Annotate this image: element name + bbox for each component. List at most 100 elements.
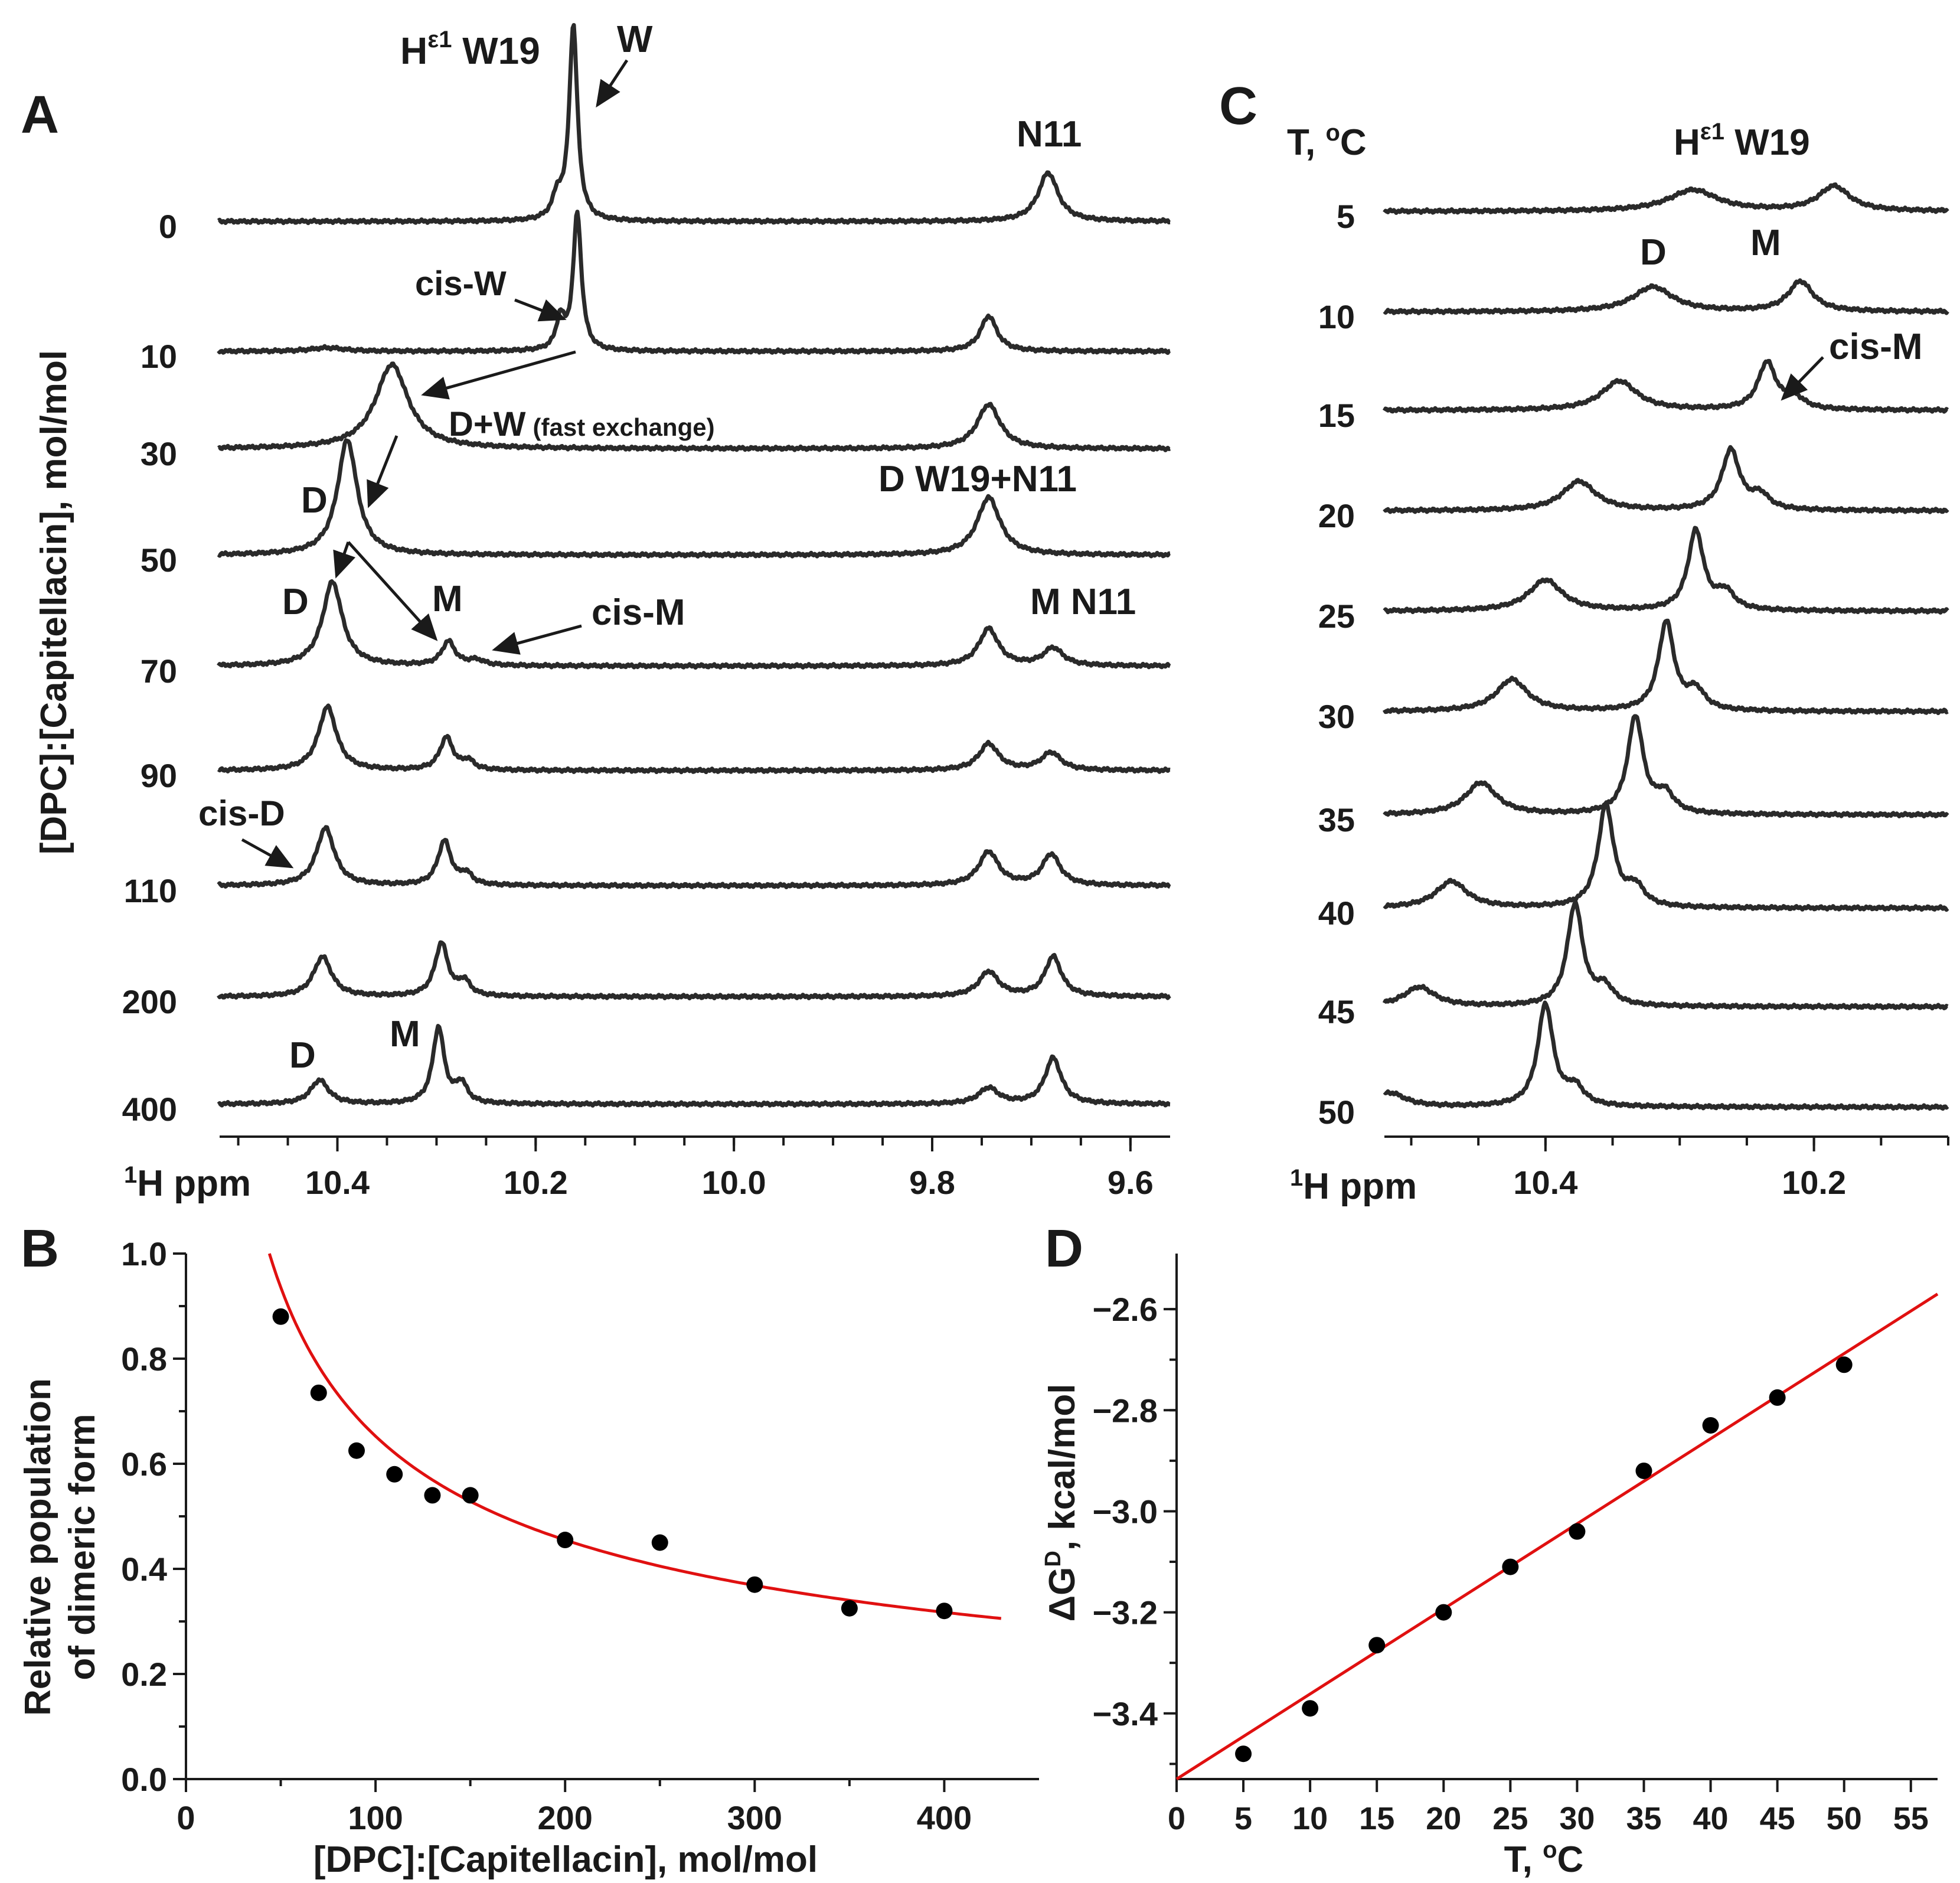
panel-c-trace-label-45: 45 xyxy=(1318,993,1355,1030)
panel-b-point xyxy=(651,1534,668,1551)
panel-d-point xyxy=(1368,1637,1386,1654)
panel-d-point xyxy=(1435,1604,1452,1621)
panel-c-trace-label-35: 35 xyxy=(1318,801,1355,838)
annot-cis-w: cis-W xyxy=(415,265,507,303)
panel-b-y-tick-label: 0.6 xyxy=(121,1445,167,1483)
panel-a-x-tick-label: 10.2 xyxy=(504,1164,568,1201)
panel-c-x-tick-label: 10.2 xyxy=(1782,1164,1846,1201)
annot-c-he1-main: H xyxy=(1674,122,1700,163)
panel-c-letter: C xyxy=(1219,77,1257,136)
panel-a-xlabel: 1H ppm xyxy=(124,1162,251,1204)
panel-a-trace-90 xyxy=(217,703,1171,775)
panel-a-x-tick-label: 10.4 xyxy=(305,1164,370,1201)
panel-b-fit-curve xyxy=(267,1253,1002,1620)
panel-d-x-tick-label: 5 xyxy=(1234,1801,1252,1836)
panel-b-x-tick-label: 0 xyxy=(177,1799,195,1836)
panel-d-x-tick-label: 30 xyxy=(1559,1801,1595,1836)
annot-w: W xyxy=(617,18,653,60)
arrow-cis-d xyxy=(241,838,294,869)
panel-b-point xyxy=(272,1308,289,1325)
panel-c-title-sup: o xyxy=(1325,120,1340,146)
panel-c-xlabel-text: H ppm xyxy=(1303,1166,1417,1207)
panel-a-x-tick-label: 9.8 xyxy=(909,1164,955,1201)
panel-a-trace-50 xyxy=(217,438,1171,559)
panel-a-xlabel-text: H ppm xyxy=(137,1163,251,1204)
panel-a-letter: A xyxy=(21,86,59,145)
panel-c-traces xyxy=(1382,182,1949,1111)
panel-a-trace-label-70: 70 xyxy=(141,652,177,690)
panel-c-trace-15 xyxy=(1382,358,1949,414)
annot-m-70: M xyxy=(432,579,463,619)
panel-c-trace-20 xyxy=(1383,445,1949,514)
arrow-d-to-m70 xyxy=(347,541,438,641)
panel-d-point xyxy=(1569,1523,1586,1540)
panel-b-y-tick-label: 0.2 xyxy=(121,1656,167,1693)
panel-b-point xyxy=(424,1487,441,1504)
panel-a: A [DPC]:[Capitellacin], mol/mol 0 10 30 50 7… xyxy=(21,18,1171,1204)
panel-a-trace-label-200: 200 xyxy=(122,983,177,1020)
panel-c-trace-35 xyxy=(1383,714,1949,819)
panel-b-point xyxy=(557,1532,574,1549)
panel-b-y-tick-label: 0.0 xyxy=(121,1761,167,1798)
arrow-dw-to-d xyxy=(367,435,398,508)
panel-b-xlabel: [DPC]:[Capitellacin], mol/mol xyxy=(313,1839,818,1880)
panel-b-point xyxy=(462,1487,479,1504)
panel-a-trace-0 xyxy=(217,23,1171,226)
panel-d-point xyxy=(1835,1356,1853,1373)
panel-c-trace-label-50: 50 xyxy=(1318,1094,1355,1131)
panel-a-trace-70 xyxy=(217,579,1171,670)
panel-d-ylabel-rest: , kcal/mol xyxy=(1042,1384,1083,1551)
panel-d-x-tick-label: 10 xyxy=(1292,1801,1328,1836)
panel-b-x-tick-label: 100 xyxy=(348,1799,403,1836)
panel-a-trace-label-400: 400 xyxy=(122,1091,177,1128)
panel-b-x-tick-label: 300 xyxy=(727,1799,782,1836)
panel-a-trace-label-0: 0 xyxy=(159,208,177,245)
panel-a-traces xyxy=(217,23,1171,1108)
annot-d-w19-n11: D W19+N11 xyxy=(878,459,1077,500)
panel-b-point xyxy=(348,1442,365,1459)
panel-a-trace-10 xyxy=(217,210,1171,355)
panel-d-y-tick-label: −2.6 xyxy=(1092,1291,1158,1328)
panel-a-trace-label-30: 30 xyxy=(141,435,177,472)
panel-c-trace-labels: 5 10 15 20 25 30 35 40 45 50 xyxy=(1318,198,1355,1131)
annot-m-n11: M N11 xyxy=(1030,582,1136,622)
annot-c-cis-m: cis-M xyxy=(1829,327,1922,367)
panel-c-title-suffix: C xyxy=(1340,122,1367,163)
panel-d-point xyxy=(1502,1558,1519,1575)
panel-c-xlabel-sup: 1 xyxy=(1290,1165,1303,1191)
panel-d-fit-line xyxy=(1175,1293,1939,1781)
panel-b-letter: B xyxy=(21,1219,59,1278)
panel-b-data-points xyxy=(272,1308,953,1620)
panel-c-trace-label-5: 5 xyxy=(1337,198,1355,235)
panel-b-axes: 0 100 200 300 400 0.0 0.2 0.4 0.6 0.8 1.0 xyxy=(121,1235,1039,1836)
panel-d-xlabel-sup: o xyxy=(1543,1837,1557,1863)
arrow-c-cis-m xyxy=(1781,356,1824,401)
panel-c-trace-label-15: 15 xyxy=(1318,397,1355,434)
panel-d-ylabel-main: ΔG xyxy=(1042,1567,1083,1622)
panel-c-title: T, oC xyxy=(1287,120,1367,163)
panel-d-point xyxy=(1702,1417,1719,1434)
panel-c-x-tick-label: 10.4 xyxy=(1513,1164,1577,1201)
panel-d-data-points xyxy=(1235,1356,1853,1763)
panel-c-xlabel: 1H ppm xyxy=(1290,1165,1417,1207)
panel-d-y-tick-label: −2.8 xyxy=(1092,1392,1158,1429)
panel-c-trace-50 xyxy=(1383,1000,1949,1111)
panel-d-point xyxy=(1235,1745,1252,1763)
panel-c-trace-30 xyxy=(1382,618,1949,716)
panel-c-trace-25 xyxy=(1383,526,1949,615)
panel-b-y-tick-label: 1.0 xyxy=(121,1235,167,1272)
panel-d-y-tick-label: −3.2 xyxy=(1092,1594,1158,1631)
panel-c-trace-label-30: 30 xyxy=(1318,698,1355,735)
panel-c-trace-label-25: 25 xyxy=(1318,598,1355,635)
panel-b-ylabel-1: Relative population xyxy=(18,1378,58,1716)
panel-c-trace-label-10: 10 xyxy=(1318,298,1355,335)
panel-b-point xyxy=(386,1466,403,1483)
panel-c-trace-5 xyxy=(1383,182,1949,215)
annot-n11: N11 xyxy=(1017,114,1082,155)
panel-d-ylabel: ΔGD, kcal/mol xyxy=(1041,1384,1083,1622)
panel-a-x-tick-label: 9.6 xyxy=(1108,1164,1154,1201)
panel-d-ylabel-sup: D xyxy=(1041,1551,1066,1567)
panel-d-letter: D xyxy=(1045,1219,1083,1278)
arrow-w xyxy=(596,59,629,108)
panel-a-trace-labels: 0 10 30 50 70 90 110 200 400 xyxy=(122,208,177,1128)
